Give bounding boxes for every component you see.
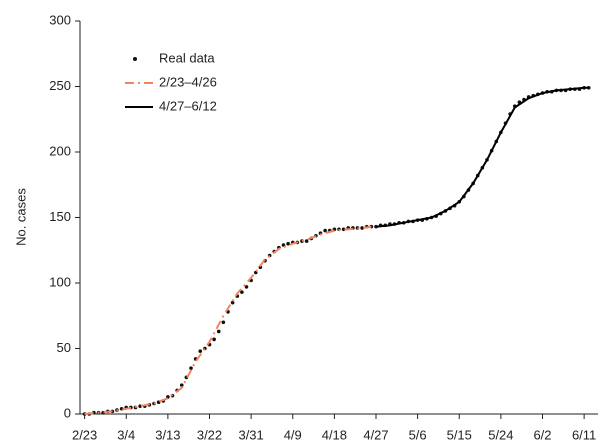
data-point bbox=[244, 285, 249, 289]
x-tick-label: 6/11 bbox=[572, 427, 596, 442]
y-tick-label: 200 bbox=[49, 143, 71, 158]
legend-label: 2/23–4/26 bbox=[159, 74, 217, 89]
data-point bbox=[179, 383, 184, 387]
data-point bbox=[304, 239, 309, 243]
data-point bbox=[286, 241, 290, 246]
data-point bbox=[360, 226, 364, 230]
data-point bbox=[212, 337, 216, 342]
data-point bbox=[323, 228, 327, 233]
x-tick-label: 4/27 bbox=[363, 427, 388, 442]
legend-marker bbox=[133, 57, 137, 61]
x-tick-label: 3/13 bbox=[155, 427, 180, 442]
y-axis-label: No. cases bbox=[13, 188, 28, 246]
y-tick-label: 100 bbox=[49, 274, 71, 289]
data-point bbox=[189, 366, 193, 370]
fit-line bbox=[84, 225, 372, 415]
data-point bbox=[230, 300, 235, 305]
fit-line bbox=[375, 86, 589, 228]
data-point bbox=[240, 290, 244, 294]
y-tick-label: 50 bbox=[57, 340, 71, 355]
y-tick-label: 150 bbox=[49, 209, 71, 224]
x-tick-label: 5/6 bbox=[409, 427, 427, 442]
x-tick-label: 4/18 bbox=[322, 427, 347, 442]
x-tick-label: 6/2 bbox=[533, 427, 551, 442]
x-tick-label: 5/24 bbox=[488, 427, 513, 442]
x-tick-label: 3/4 bbox=[117, 427, 135, 442]
data-point bbox=[198, 349, 203, 353]
data-point bbox=[221, 320, 226, 325]
x-tick-label: 3/31 bbox=[238, 427, 263, 442]
data-point bbox=[216, 329, 221, 334]
y-tick-label: 250 bbox=[49, 78, 71, 93]
y-tick-label: 300 bbox=[49, 12, 71, 27]
x-tick-label: 5/15 bbox=[447, 427, 472, 442]
x-tick-label: 4/9 bbox=[284, 427, 302, 442]
x-tick-label: 2/23 bbox=[72, 427, 97, 442]
legend-label: 4/27–6/12 bbox=[159, 98, 217, 113]
y-tick-label: 0 bbox=[64, 405, 71, 420]
x-tick-label: 3/22 bbox=[197, 427, 222, 442]
legend-label: Real data bbox=[159, 50, 215, 65]
